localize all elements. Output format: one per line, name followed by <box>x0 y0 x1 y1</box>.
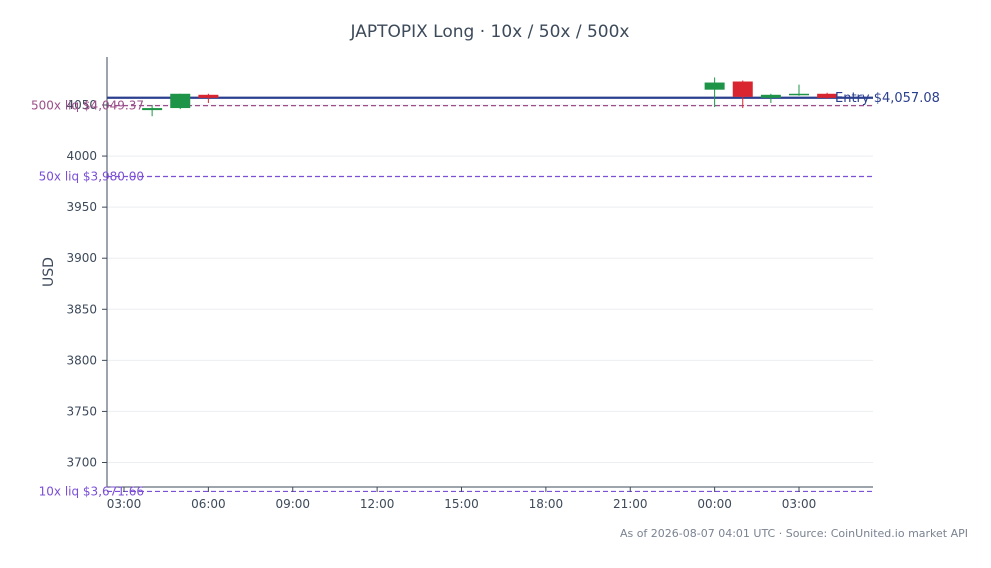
footer-source: As of 2026-08-07 04:01 UTC · Source: Coi… <box>620 527 968 540</box>
level-label-liq-10x: 10x liq $3,671.66 <box>39 484 144 498</box>
y-tick-label: 4000 <box>66 149 97 163</box>
price-levels <box>107 96 873 493</box>
y-ticks: 3700 3750 3800 3850 3900 3950 4000 4050 <box>66 98 107 469</box>
x-tick-label: 09:00 <box>275 497 310 511</box>
candles <box>142 77 838 117</box>
x-tick-label: 03:00 <box>107 497 142 511</box>
y-tick-label: 4050 <box>66 98 97 112</box>
candle-body <box>170 93 191 109</box>
level-label-liq-50x: 50x liq $3,980.00 <box>39 170 144 184</box>
y-axis-label: USD <box>41 257 57 287</box>
candle-body <box>198 94 219 98</box>
candle-body <box>704 82 725 90</box>
level-label-entry: Entry $4,057.08 <box>835 91 940 106</box>
x-tick-label: 06:00 <box>191 497 226 511</box>
y-tick-label: 3750 <box>66 404 97 418</box>
y-tick-label: 3900 <box>66 251 97 265</box>
grid-lines <box>107 104 873 463</box>
x-ticks: 03:00 06:00 09:00 12:00 15:00 18:00 21:00 00:00… <box>107 487 817 511</box>
candle-body <box>760 94 781 98</box>
candle-body <box>817 93 838 98</box>
level-labels: Entry $4,057.08 500x liq $4,049.37 50x liq… <box>31 91 940 499</box>
y-tick-label: 3700 <box>66 455 97 469</box>
level-label-liq-500x: 500x liq $4,049.37 <box>31 99 144 113</box>
y-tick-label: 3850 <box>66 302 97 316</box>
x-tick-label: 21:00 <box>613 497 648 511</box>
x-tick-label: 18:00 <box>529 497 564 511</box>
chart-title: JAPTOPIX Long · 10x / 50x / 500x <box>350 22 630 42</box>
x-tick-label: 15:00 <box>444 497 479 511</box>
y-tick-label: 3800 <box>66 353 97 367</box>
x-tick-label: 12:00 <box>360 497 395 511</box>
x-tick-label: 03:00 <box>782 497 817 511</box>
candle-body <box>732 81 753 97</box>
y-tick-label: 3950 <box>66 200 97 214</box>
x-tick-label: 00:00 <box>697 497 732 511</box>
candle-body <box>142 108 163 111</box>
candle-body <box>789 93 809 96</box>
axes <box>106 57 873 488</box>
